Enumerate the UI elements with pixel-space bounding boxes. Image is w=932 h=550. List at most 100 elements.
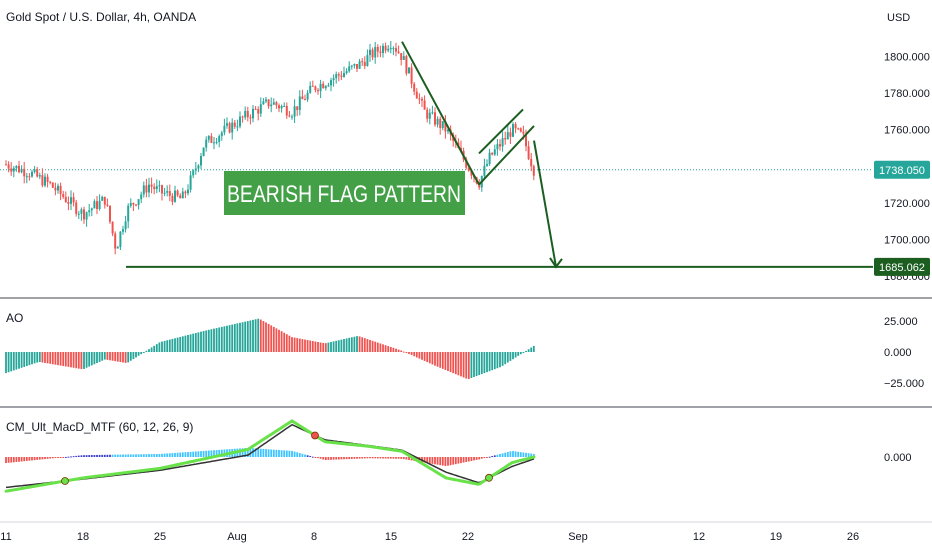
macd-hist-bar <box>59 457 62 458</box>
candle-body <box>382 45 384 53</box>
macd-hist-bar <box>7 457 10 463</box>
macd-hist-bar <box>83 455 85 457</box>
macd-cross-dot <box>311 431 319 440</box>
macd-hist-bar <box>205 450 208 457</box>
macd-hist-bar <box>441 457 444 466</box>
macd-hist-bar <box>454 457 457 465</box>
ao-bar <box>348 337 351 352</box>
ao-bar <box>90 352 93 366</box>
ao-bar <box>465 352 468 379</box>
macd-hist-bar <box>426 457 429 464</box>
candle-body <box>327 85 330 87</box>
candle-body <box>119 231 122 248</box>
macd-hist-bar <box>499 454 501 457</box>
macd-hist-bar <box>366 457 369 459</box>
price-tags: 1738.050 1685.062 <box>874 160 930 276</box>
candle-body <box>363 62 366 67</box>
candle-body <box>142 185 145 195</box>
flagpole-line <box>401 41 480 186</box>
candle-body <box>252 108 254 119</box>
candle-body <box>504 138 507 140</box>
ao-bar <box>28 352 31 366</box>
candle-body <box>129 202 132 206</box>
ao-bar <box>254 319 257 352</box>
ao-bar <box>15 352 18 370</box>
ao-bar <box>374 341 377 352</box>
time-axis[interactable]: 11 18 25 Aug 8 15 22 Sep 12 19 26 <box>0 531 859 543</box>
ao-bar <box>213 328 215 352</box>
time-tick-label: 11 <box>0 531 11 543</box>
ao-bar <box>387 346 390 352</box>
macd-hist-bar <box>356 457 358 459</box>
macd-hist-bar <box>291 450 293 457</box>
ao-bar <box>51 352 54 365</box>
macd-hist-bar <box>124 454 127 457</box>
candle-body <box>288 115 291 117</box>
ao-bar <box>369 339 371 352</box>
ao-bar <box>233 323 236 352</box>
macd-hist-bar <box>475 457 478 460</box>
price-panel[interactable]: Gold Spot / U.S. Dollar, 4h, OANDA USD 1… <box>0 10 930 283</box>
macd-hist-bar <box>423 457 426 463</box>
ao-bar <box>223 326 226 352</box>
time-tick-label: 15 <box>385 531 397 543</box>
price-axis[interactable]: 1800.000 1780.000 1760.000 1720.000 1700.000… <box>884 51 930 283</box>
ao-bar <box>436 352 439 367</box>
ao-bar <box>31 352 33 365</box>
macd-hist-bar <box>314 457 317 458</box>
ao-bar <box>181 336 184 352</box>
ao-bar <box>415 352 418 358</box>
candle-body <box>527 146 530 159</box>
macd-hist-bar <box>213 450 215 457</box>
candle-body <box>12 168 15 172</box>
macd-hist-bar <box>449 457 452 466</box>
ao-bar <box>270 325 273 352</box>
candle-body <box>158 185 161 187</box>
ao-bar <box>142 352 145 353</box>
target-price-tag: 1685.062 <box>879 262 925 274</box>
ao-bar <box>215 328 218 352</box>
time-tick-label: 22 <box>462 531 474 543</box>
candle-body <box>194 168 197 171</box>
ao-bar <box>384 345 387 352</box>
macd-hist-bar <box>137 454 140 457</box>
macd-hist-bar <box>54 457 57 459</box>
ao-panel[interactable]: AO 25.000 0.000 −25.000 <box>5 311 924 390</box>
ao-bar <box>439 352 442 368</box>
macd-hist-bar <box>174 452 176 457</box>
candle-body <box>415 91 418 99</box>
candle-body <box>236 126 239 128</box>
candle-body <box>80 209 83 214</box>
candle-body <box>145 185 148 193</box>
macd-hist-bar <box>293 451 296 457</box>
candle-body <box>335 74 338 79</box>
candle-body <box>379 51 382 53</box>
candle-body <box>389 48 392 50</box>
macd-hist-bar <box>220 449 223 457</box>
candle-body <box>306 92 309 100</box>
macd-hist-bar <box>122 454 124 457</box>
ao-bar <box>519 352 522 355</box>
ao-bar <box>116 352 119 362</box>
ao-bar <box>478 352 481 376</box>
ao-bar <box>301 339 304 352</box>
candle-body <box>436 118 439 125</box>
candle-body <box>7 164 10 169</box>
ao-bar <box>54 352 57 365</box>
candle-body <box>496 144 499 150</box>
candle-body <box>426 109 429 119</box>
candle-body <box>259 104 262 114</box>
macd-tick-label: 0.000 <box>884 452 912 464</box>
ao-bar <box>265 322 267 352</box>
macd-hist-bar <box>252 448 254 457</box>
candle-body <box>241 116 244 118</box>
ao-bar <box>246 321 249 352</box>
macd-hist-bar <box>46 457 49 459</box>
macd-hist-bar <box>103 454 106 457</box>
ao-bar <box>179 336 182 352</box>
candle-body <box>311 85 314 87</box>
candle-body <box>374 46 377 58</box>
ao-bar <box>220 326 223 352</box>
macd-panel[interactable]: CM_Ult_MacD_MTF (60, 12, 26, 9) 0.000 <box>4 419 912 493</box>
